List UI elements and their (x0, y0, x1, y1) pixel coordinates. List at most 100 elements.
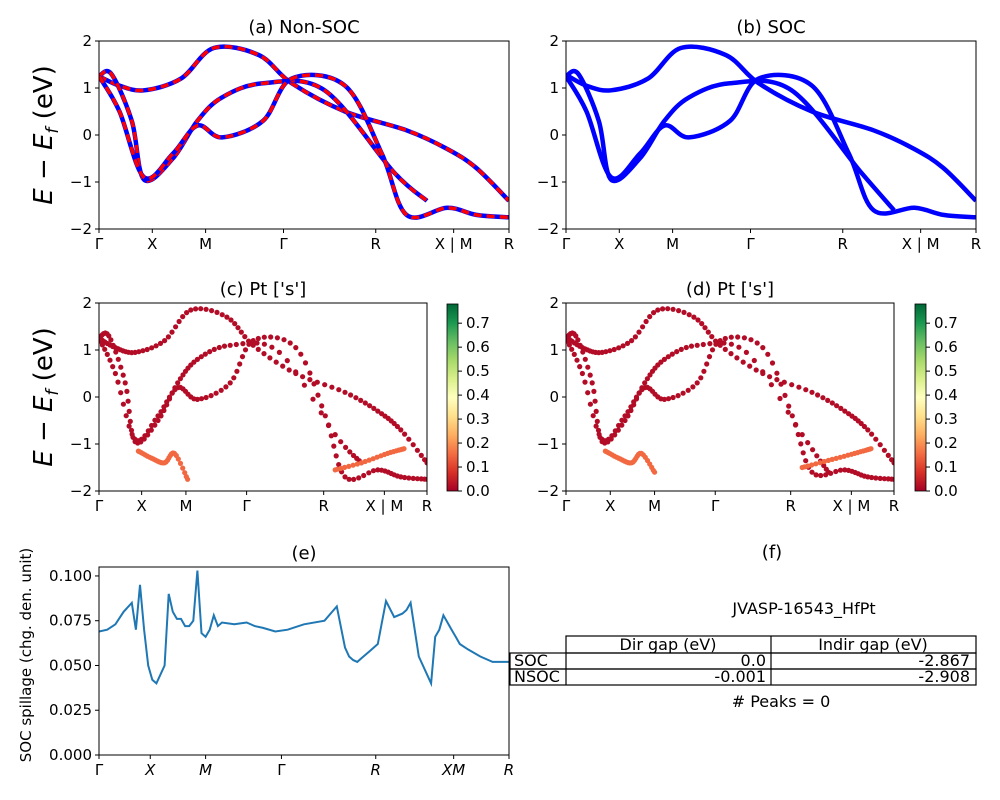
band-point (658, 359, 664, 365)
y-axis-label: E − Ef (eV) (29, 327, 63, 467)
band-point (331, 443, 337, 449)
band-point (126, 423, 132, 429)
y-tick-label: −2 (537, 220, 559, 238)
x-tick-label: Γ (279, 235, 288, 253)
band-point (575, 337, 581, 343)
y-tick-label: −1 (70, 173, 92, 191)
band-point (685, 387, 691, 393)
band-point (180, 465, 186, 471)
band-point (333, 453, 339, 459)
band-point (120, 372, 126, 378)
band-point (865, 427, 871, 433)
band-point (651, 310, 657, 316)
band-point (881, 447, 888, 453)
y-tick-label: 1 (82, 79, 92, 97)
x-tick-label: R (504, 235, 514, 253)
band-point (577, 364, 583, 370)
band-point (224, 314, 230, 320)
band-point (828, 470, 834, 476)
table-row-border (509, 668, 977, 686)
y-tick-label: 0.025 (49, 701, 92, 719)
band-point (367, 403, 373, 409)
band-point (188, 307, 194, 313)
band-point (165, 334, 171, 340)
band-point (406, 436, 412, 442)
x-tick-label: M (199, 761, 212, 779)
band-point (235, 325, 241, 331)
band-point (734, 355, 740, 361)
band-point (127, 418, 133, 424)
band-point (616, 345, 622, 351)
table-cell-dir: -0.001 (714, 667, 766, 686)
x-tick-label: X | M (435, 235, 473, 253)
band-point (577, 342, 583, 348)
band-point (346, 463, 352, 469)
band-point (642, 380, 648, 386)
band-point (346, 476, 352, 482)
band-point (207, 349, 213, 355)
band-point (640, 324, 646, 330)
band-point (362, 458, 368, 465)
band-point (881, 476, 888, 482)
band-point (161, 404, 167, 410)
colorbar-tick-label: 0.7 (934, 314, 958, 332)
x-tick-label: X (614, 235, 624, 253)
band-point (760, 345, 766, 351)
band-point (138, 436, 145, 442)
band-point (728, 334, 734, 340)
band-point (358, 397, 364, 403)
band-point (136, 349, 142, 355)
band-point (743, 349, 750, 355)
band-point (287, 340, 293, 346)
band-point (122, 380, 128, 386)
band-point (688, 343, 695, 349)
band-point (721, 340, 727, 346)
band-point (686, 312, 692, 318)
band-point (741, 335, 748, 341)
band-point (273, 359, 279, 365)
plot-area (566, 306, 894, 482)
band-point (722, 346, 728, 352)
band-point (891, 460, 894, 466)
table-row-label: NSOC (514, 667, 560, 686)
y-tick-label: 0 (549, 388, 559, 406)
band-point (242, 347, 249, 353)
band-point (424, 460, 427, 466)
band-point (620, 343, 626, 349)
panel-title: (c) Pt ['s'] (220, 279, 307, 300)
band-point (356, 475, 362, 481)
band-point (298, 351, 304, 357)
band-point (624, 340, 631, 346)
band-point (636, 329, 642, 335)
table-cell-indir: -2.908 (918, 667, 970, 686)
band-point (619, 417, 625, 423)
band-point (821, 462, 827, 469)
material-id: JVASP-16543_HfPt (731, 599, 875, 619)
band-point (198, 306, 204, 312)
band-point (661, 356, 668, 362)
band-point (398, 427, 404, 433)
plot-frame (98, 566, 510, 756)
x-tick-label: Γ (242, 497, 251, 515)
band-point (869, 431, 875, 437)
colorbar-tick-label: 0.7 (466, 314, 490, 332)
colorbar (914, 303, 927, 492)
band-point (631, 399, 637, 405)
band-point (350, 462, 356, 468)
band-point (670, 394, 676, 401)
y-tick-label: −2 (537, 482, 559, 500)
band-point (185, 476, 191, 482)
band-point (158, 409, 164, 415)
x-tick-label: R (318, 497, 328, 515)
band-point (414, 447, 420, 453)
band-point (698, 375, 704, 381)
band-point (173, 324, 179, 330)
y-tick-label: 0.050 (49, 656, 92, 674)
band-point (643, 318, 649, 325)
band-point (203, 394, 209, 401)
band-point (800, 450, 806, 456)
band-point (795, 431, 801, 438)
band-point (837, 467, 844, 473)
band-point (371, 405, 377, 411)
y-axis-label-main: E − E (29, 133, 59, 205)
